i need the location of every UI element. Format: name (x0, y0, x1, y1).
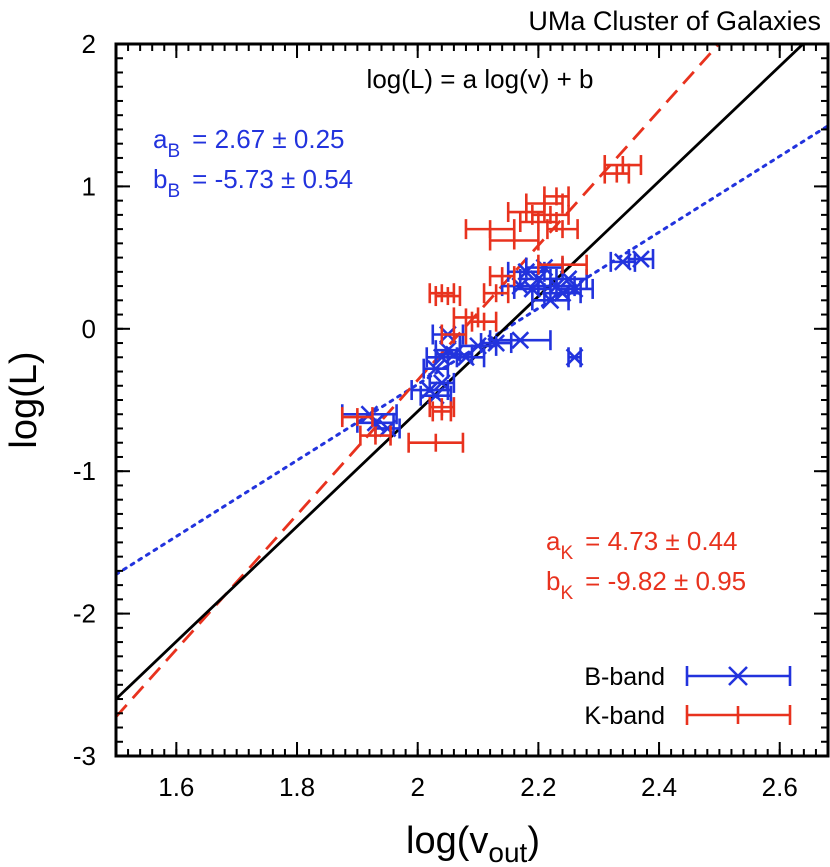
data-point (434, 286, 462, 307)
legend-sample-b-band (685, 666, 792, 686)
x-marker (511, 331, 530, 350)
data-point (340, 404, 398, 425)
data-point (488, 330, 552, 351)
y-tick-label: 0 (82, 314, 96, 344)
b-b-symbol: b (153, 164, 167, 194)
x-axis-title: log(vout) (406, 820, 540, 867)
b-k-value: = -9.82 ± 0.95 (585, 566, 746, 596)
x-marker (378, 419, 397, 438)
legend-sample-k-band (685, 705, 792, 725)
x-marker (565, 280, 584, 298)
fit-equation: log(L) = a log(v) + b (367, 64, 594, 94)
b-b-value: = -5.73 ± 0.54 (192, 164, 353, 194)
legend-x-marker (728, 666, 748, 686)
data-point (543, 186, 570, 207)
data-point (470, 311, 498, 332)
chart-title: UMa Cluster of Galaxies (528, 6, 821, 36)
fit-param-b-b: bB = -5.73 ± 0.54 (153, 164, 353, 202)
x-tick-label: 2.2 (520, 772, 556, 802)
data-point (440, 324, 468, 345)
fit-param-b-k: bK = -9.82 ± 0.95 (546, 566, 746, 604)
data-point (537, 254, 588, 275)
legend-k-band-label: K-band (584, 702, 665, 730)
data-point (428, 283, 456, 304)
data-point (431, 401, 453, 422)
a-k-value: = 4.73 ± 0.44 (585, 526, 737, 556)
series-b-band (340, 249, 655, 439)
a-b-symbol: a (153, 124, 168, 154)
fit-line-b-band (116, 124, 828, 576)
data-point (452, 307, 480, 328)
y-axis-title: log(L) (3, 351, 45, 448)
x-marker (469, 336, 487, 355)
x-tick-label: 2.4 (641, 772, 677, 802)
x-tick-label: 1.6 (158, 772, 194, 802)
fit-param-a-k: aK = 4.73 ± 0.44 (546, 526, 738, 564)
x-marker (565, 348, 584, 367)
x-tick-label: 1.8 (279, 772, 315, 802)
a-k-symbol: a (546, 526, 561, 556)
x-marker (432, 373, 451, 392)
plot-area (116, 44, 828, 718)
data-point (488, 266, 516, 287)
y-tick-label: 2 (82, 29, 96, 59)
data-point (488, 230, 540, 251)
y-tick-label: -1 (73, 456, 96, 486)
x-tick-label: 2.6 (762, 772, 798, 802)
data-point (482, 283, 510, 304)
data-point (407, 432, 465, 453)
x-axis-title-sub: out (488, 837, 527, 867)
legend-b-band-label: B-band (584, 663, 665, 691)
x-marker (360, 405, 379, 424)
y-tick-label: -2 (73, 599, 96, 629)
data-point (428, 372, 456, 393)
data-point (603, 155, 643, 176)
data-point (609, 251, 637, 272)
y-tick-label: -3 (73, 741, 96, 771)
axis-ticks (116, 43, 828, 757)
b-b-subscript: B (167, 181, 180, 202)
x-marker (559, 270, 578, 288)
data-point (531, 204, 570, 225)
a-k-subscript: K (560, 543, 573, 564)
a-b-subscript: B (167, 141, 180, 162)
fit-param-a-b: aB = 2.67 ± 0.25 (153, 124, 345, 162)
b-k-symbol: b (546, 566, 560, 596)
x-marker (632, 250, 650, 268)
a-b-value: = 2.67 ± 0.25 (192, 124, 344, 154)
x-tick-label: 2 (410, 772, 424, 802)
b-k-subscript: K (560, 583, 573, 604)
x-axis-title-close: ) (527, 820, 540, 862)
data-point (546, 219, 579, 240)
data-point (627, 249, 655, 270)
y-tick-label: 1 (82, 171, 96, 201)
data-point (359, 425, 392, 446)
data-point (340, 407, 374, 428)
x-axis-title-main: log(v (406, 820, 488, 862)
data-point (555, 278, 594, 299)
data-point (565, 347, 584, 368)
series-k-band (340, 155, 643, 453)
